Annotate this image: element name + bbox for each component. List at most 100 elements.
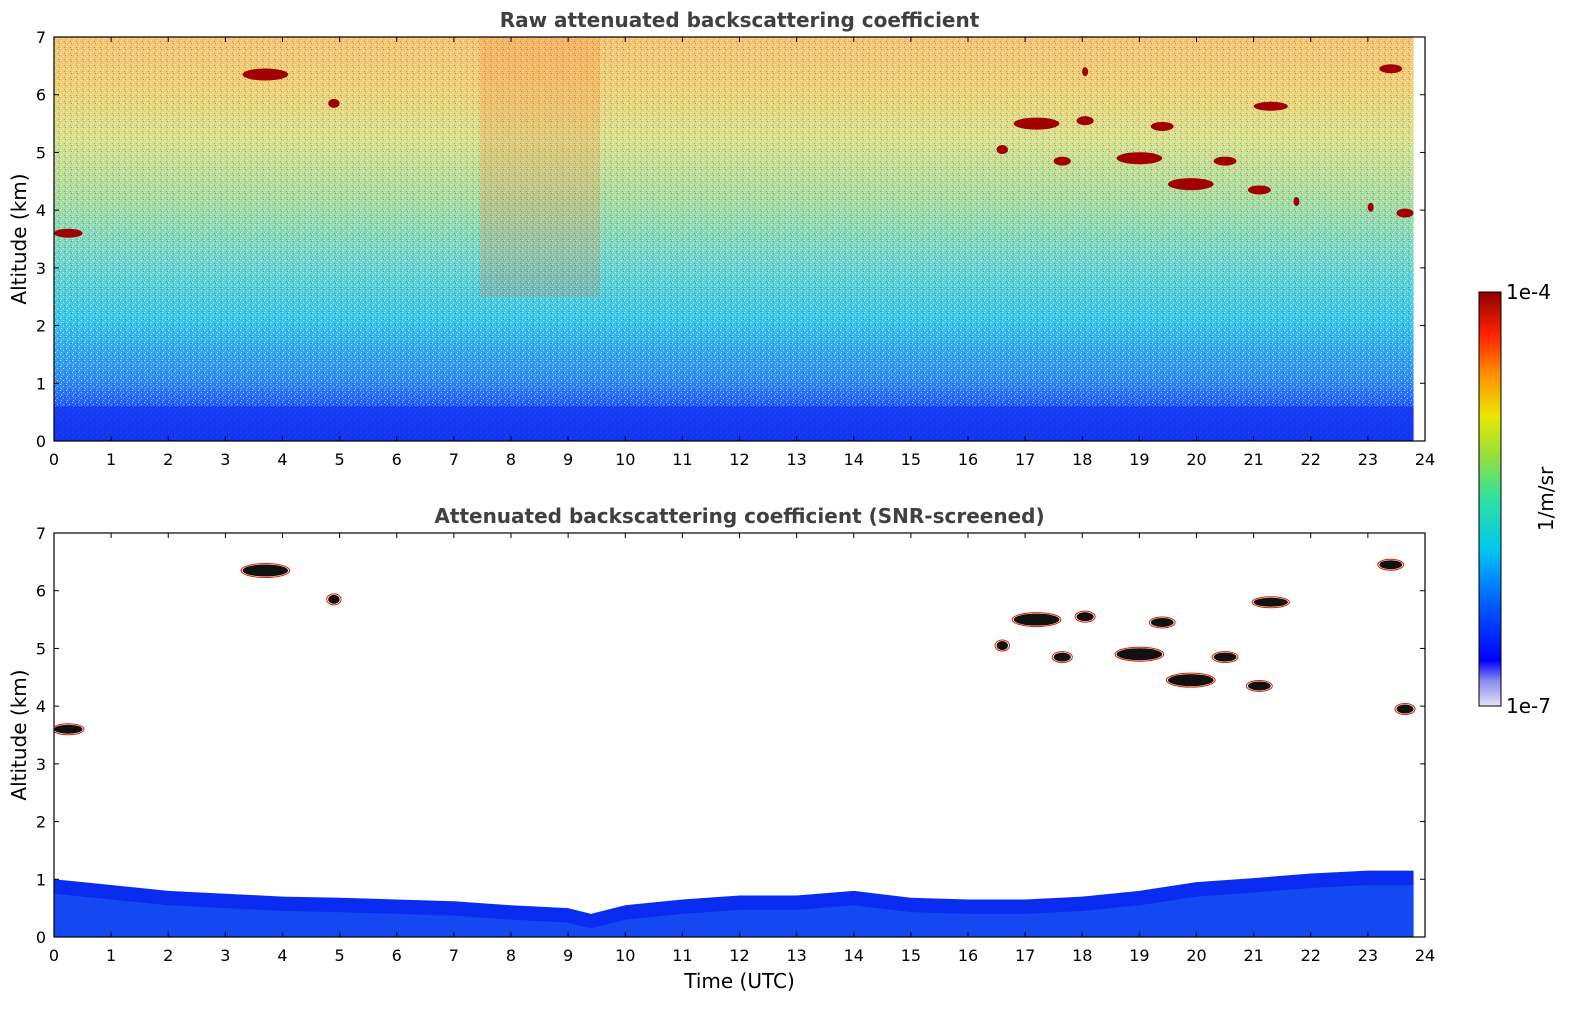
cloud-layer	[328, 98, 340, 108]
y-tick-label: 3	[36, 755, 46, 774]
x-tick-label: 17	[1015, 450, 1035, 469]
x-tick-label: 20	[1186, 450, 1206, 469]
x-tick-label: 20	[1186, 946, 1206, 965]
cloud-layer-edge	[1074, 610, 1096, 623]
y-tick-label: 0	[36, 432, 46, 451]
cloud-layer	[1076, 612, 1094, 622]
y-axis-label: Altitude (km)	[7, 669, 31, 800]
x-tick-label: 7	[449, 450, 459, 469]
cloud-layer-edge	[240, 563, 291, 579]
y-tick-label: 2	[36, 813, 46, 832]
x-tick-label: 8	[506, 946, 516, 965]
cloud-layer	[1150, 121, 1174, 131]
x-tick-label: 3	[220, 450, 230, 469]
x-tick-label: 0	[49, 946, 59, 965]
panel-title: Raw attenuated backscattering coefficien…	[500, 8, 980, 32]
y-tick-label: 2	[36, 317, 46, 336]
orange-plume-8h	[480, 37, 600, 297]
y-tick-label: 6	[36, 86, 46, 105]
cloud-layer-edge	[1377, 558, 1405, 571]
x-tick-label: 23	[1358, 450, 1378, 469]
cloud-layer	[1053, 156, 1071, 166]
cloud-layer-edge	[54, 723, 85, 736]
cloud-layer-edge	[1148, 616, 1176, 629]
cloud-layer	[54, 724, 83, 734]
x-tick-label: 14	[844, 946, 864, 965]
cloud-layer-edge	[1011, 612, 1062, 628]
cloud-layer	[1150, 617, 1174, 627]
colorbar-unit-label: 1/m/sr	[1534, 466, 1558, 531]
cloud-layer	[1053, 652, 1071, 662]
y-axis-label: Altitude (km)	[7, 173, 31, 304]
cloud-layer-edge	[326, 593, 342, 606]
x-tick-label: 10	[615, 946, 635, 965]
x-tick-label: 18	[1072, 450, 1092, 469]
cloud-layer-edge	[1394, 703, 1416, 716]
cloud-layer	[242, 564, 289, 577]
y-tick-label: 3	[36, 259, 46, 278]
x-tick-label: 4	[277, 450, 287, 469]
x-tick-label: 4	[277, 946, 287, 965]
cloud-layer-edge	[1251, 596, 1290, 609]
x-tick-label: 5	[335, 946, 345, 965]
x-tick-label: 23	[1358, 946, 1378, 965]
x-axis-label: Time (UTC)	[683, 969, 795, 993]
x-tick-label: 22	[1301, 946, 1321, 965]
x-tick-label: 21	[1243, 946, 1263, 965]
x-tick-label: 11	[672, 450, 692, 469]
y-tick-label: 7	[36, 28, 46, 47]
cloud-layer-edge	[1051, 651, 1073, 664]
y-tick-label: 1	[36, 374, 46, 393]
cloud-layer	[1379, 64, 1403, 74]
cloud-layer-edge	[1165, 672, 1216, 688]
x-tick-label: 0	[49, 450, 59, 469]
cloud-layer	[1116, 648, 1163, 661]
y-tick-label: 7	[36, 524, 46, 543]
x-tick-label: 12	[729, 450, 749, 469]
cloud-layer	[1167, 178, 1214, 191]
x-tick-label: 11	[672, 946, 692, 965]
x-tick-label: 9	[563, 450, 573, 469]
y-tick-label: 1	[36, 870, 46, 889]
x-tick-label: 16	[958, 946, 978, 965]
cloud-layer	[1167, 674, 1214, 687]
x-tick-label: 2	[163, 946, 173, 965]
cloud-layer	[242, 68, 289, 81]
cloud-layer	[1396, 704, 1414, 714]
plot-background	[54, 533, 1425, 937]
y-tick-label: 0	[36, 928, 46, 947]
x-tick-label: 14	[844, 450, 864, 469]
cloud-layer	[1213, 652, 1237, 662]
y-tick-label: 4	[36, 697, 46, 716]
panel-title: Attenuated backscattering coefficient (S…	[434, 504, 1044, 528]
x-tick-label: 1	[106, 450, 116, 469]
cloud-layer-edge	[1211, 651, 1239, 664]
x-tick-label: 6	[392, 946, 402, 965]
near-surface-signal	[54, 406, 1414, 441]
cloud-layer-edge	[1245, 679, 1273, 692]
x-tick-label: 19	[1129, 450, 1149, 469]
cloud-layer	[996, 145, 1008, 155]
raw-backscatter-panel: Raw attenuated backscattering coefficien…	[7, 8, 1435, 469]
x-tick-label: 8	[506, 450, 516, 469]
x-tick-label: 15	[901, 450, 921, 469]
y-tick-label: 5	[36, 143, 46, 162]
cloud-layer	[1253, 101, 1288, 111]
cloud-layer	[1367, 202, 1374, 212]
x-tick-label: 3	[220, 946, 230, 965]
x-tick-label: 17	[1015, 946, 1035, 965]
cloud-layer	[1116, 152, 1163, 165]
cloud-layer	[54, 228, 83, 238]
x-tick-label: 24	[1415, 450, 1435, 469]
x-tick-label: 12	[729, 946, 749, 965]
cloud-layer-edge	[1114, 646, 1165, 662]
x-tick-label: 21	[1243, 450, 1263, 469]
x-tick-label: 13	[786, 946, 806, 965]
y-tick-label: 6	[36, 582, 46, 601]
x-tick-label: 13	[786, 450, 806, 469]
x-tick-label: 22	[1301, 450, 1321, 469]
colorbar-scale	[1478, 291, 1502, 707]
cloud-layer	[1293, 196, 1300, 206]
x-tick-label: 16	[958, 450, 978, 469]
